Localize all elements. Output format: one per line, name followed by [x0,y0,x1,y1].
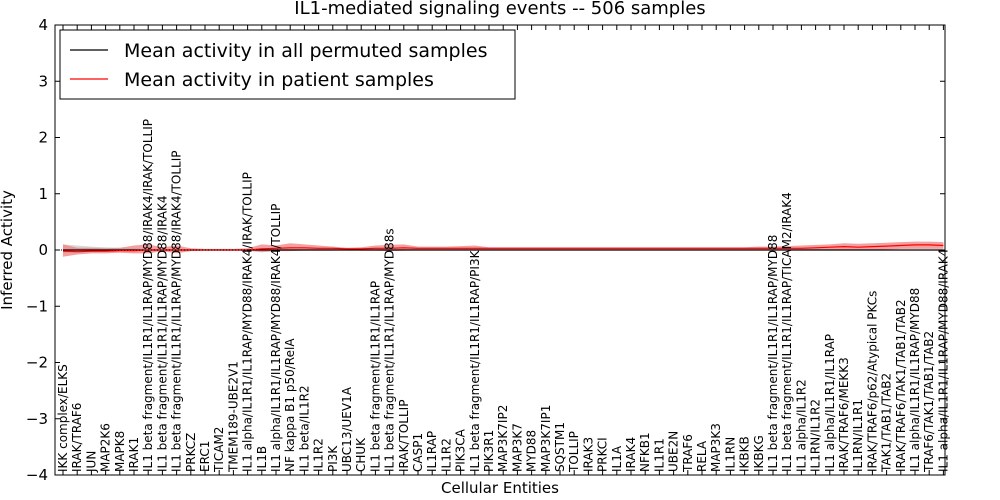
lines-layer [55,244,945,253]
x-category-label: IL1RAP [425,431,439,472]
plot-frame [54,24,946,476]
x-category-label: IL1 beta fragment/IL1R1/IL1RAP/PI3K [468,249,482,472]
x-category-label: UBE2N [667,431,681,472]
x-category-label: NF kappa B1 p50/RelA [283,338,297,472]
x-category-label: IRAK1 [127,437,141,472]
x-category-label: CHUK [354,437,368,472]
x-category-label: IL1RN [723,437,737,472]
x-category-label: IL1R2 [312,438,326,472]
x-category-label: IRAK4 [624,437,638,472]
y-tick-label: 3 [38,72,48,90]
y-tick-label: −4 [26,466,48,484]
series-line-patient [62,244,944,253]
y-tick-label: 1 [38,185,48,203]
x-category-label: MAP3K7IP2 [496,405,510,472]
x-category-label: MAP3K7 [510,423,524,472]
x-axis-title: Cellular Entities [441,479,559,497]
legend-box [59,29,516,100]
x-category-label: IL1 alpha/IL1R1/IL1RAP/MYD88/IRAK4 [936,249,950,472]
x-category-label: PRKCZ [184,433,198,472]
x-category-label: MAPK8 [113,431,127,472]
x-category-label: IRAK/TRAF6/MEKK3 [837,357,851,472]
x-category-label: UBC13/UEV1A [340,386,354,472]
x-category-label: IRAK/TRAF6/TAK1/TAB1/TAB2 [894,299,908,472]
x-category-label: IL1R1 [652,438,666,472]
x-category-label: PI3K [326,445,340,472]
x-category-label: PIK3CA [454,428,468,472]
patient-band [63,241,944,257]
x-category-label: IKBKG [752,435,766,472]
legend: Mean activity in all permuted samples Me… [59,29,516,100]
x-category-label: IL1 beta fragment/IL1R1/IL1RAP/MYD88s [383,228,397,472]
x-category-label: TMEM189-UBE2V1 [226,361,240,473]
x-category-label: RELA [695,440,709,472]
x-category-label: IL1 beta/IL1R2 [297,385,311,472]
x-category-label: IRAK/TRAF6 [70,403,84,472]
y-axis-title: Inferred Activity [0,190,16,310]
x-category-label: IL1RN/IL1R2 [809,399,823,472]
x-category-label: IRAK/TRAF6/p62/Atypical PKCs [865,291,879,472]
x-category-label: IL1 alpha/IL1R2 [794,379,808,472]
x-category-label: IL1 alpha/IL1R1/IL1RAP/MYD88/IRAK4/IRAK/… [241,172,255,472]
x-category-label: TRAF6/TAK1/TAB1/TAB2 [922,331,936,473]
x-category-label: IL1B [255,446,269,472]
x-category-label: IL1R2 [439,438,453,472]
x-category-label: TRAF6 [681,434,695,473]
x-labels-layer: IKK complex/ELKS IRAK/TRAF6 JUN MAP2K6 MAPK8… [56,25,950,475]
x-category-label: IL1 alpha/IL1R1/IL1RAP/MYD88 [908,288,922,472]
y-ticks-layer: −4 −3 −2 −1 0 1 2 3 4 [26,16,945,484]
x-category-label: NFKB1 [638,432,652,472]
x-category-label: IL1A [610,445,624,472]
x-category-label: PRKCI [596,437,610,472]
x-category-label: IL1 beta fragment/IL1R1/IL1RAP/TICAM2/IR… [780,192,794,472]
x-category-label: MYD88 [525,430,539,472]
y-tick-label: −1 [26,297,48,315]
bands-layer [63,241,944,257]
y-tick-label: 4 [38,16,48,34]
legend-label-patient: Mean activity in patient samples [124,69,434,91]
x-category-label: TAK1/TAB1/TAB2 [880,373,894,473]
y-tick-label: 2 [38,129,48,147]
x-category-label: IL1 beta fragment/IL1R1/IL1RAP/MYD88 [766,235,780,472]
x-category-label: IRAK/TOLLIP [397,400,411,472]
x-category-label: JUN [84,451,98,473]
chart-title: IL1-mediated signaling events -- 506 sam… [294,0,705,19]
x-category-label: MAP2K6 [99,423,113,472]
x-category-label: ERC1 [198,441,212,472]
x-category-label: IL1 beta fragment/IL1R1/IL1RAP/MYD88/IRA… [141,119,155,472]
x-category-label: IL1 beta fragment/IL1R1/IL1RAP/MYD88/IRA… [155,195,169,472]
x-category-label: SQSTM1 [553,422,567,472]
x-category-label: PIK3R1 [482,430,496,472]
x-category-label: MAP3K3 [709,423,723,472]
y-tick-label: 0 [38,241,48,259]
x-category-label: IL1 beta fragment/IL1R1/IL1RAP/MYD88/IRA… [170,151,184,472]
x-category-label: CASP1 [411,433,425,472]
x-category-label: IRAK3 [581,437,595,472]
y-tick-label: −3 [26,410,48,428]
x-category-label: IL1 alpha/IL1R1/IL1RAP/MYD88/IRAK4/TOLLI… [269,204,283,472]
x-category-label: IKK complex/ELKS [56,364,70,472]
x-category-label: MAP3K7IP1 [539,405,553,472]
x-category-label: IL1 beta fragment/IL1R1/IL1RAP [368,281,382,472]
x-category-label: TOLLIP [567,431,581,473]
x-category-label: IL1 alpha/IL1R1/IL1RAP [823,334,837,472]
x-category-label: IL1RN/IL1R1 [851,399,865,472]
x-category-label: TICAM2 [212,427,226,473]
x-category-label: IKBKB [738,436,752,472]
y-tick-label: −2 [26,354,48,372]
legend-label-permuted: Mean activity in all permuted samples [124,40,487,62]
